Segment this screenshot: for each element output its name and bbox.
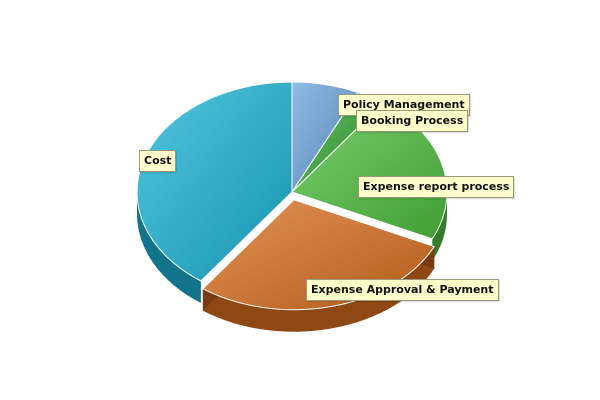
slice-side-cost <box>137 192 201 303</box>
slice-label-cost: Cost <box>139 150 177 172</box>
slice-label-booking-process: Booking Process <box>356 110 469 132</box>
slice-label-expense-report-process: Expense report process <box>358 176 515 198</box>
slice-label-expense-approval-payment: Expense Approval & Payment <box>306 279 499 301</box>
slice-side-expense-approval-payment <box>202 246 435 332</box>
